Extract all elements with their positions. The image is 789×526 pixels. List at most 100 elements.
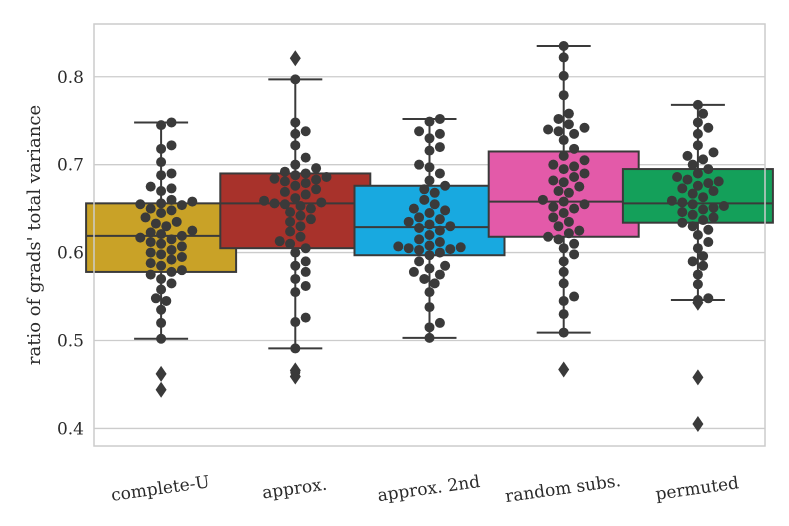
swarm-point: [434, 247, 445, 258]
swarm-point: [692, 269, 703, 280]
swarm-point: [300, 189, 311, 200]
swarm-point: [692, 279, 703, 290]
swarm-point: [692, 117, 703, 128]
swarm-point: [290, 317, 301, 328]
swarm-point: [403, 243, 414, 254]
swarm-point: [166, 140, 177, 151]
swarm-point: [434, 113, 445, 124]
swarm-point: [440, 180, 451, 191]
swarm-point: [156, 198, 167, 209]
swarm-point: [300, 178, 311, 189]
swarm-point: [563, 187, 574, 198]
swarm-point: [424, 133, 435, 144]
swarm-point: [166, 234, 177, 245]
swarm-point: [300, 256, 311, 267]
swarm-point: [156, 273, 167, 284]
swarm-point: [558, 135, 569, 146]
swarm-point: [171, 216, 182, 227]
x-tick-label: complete-U: [110, 472, 211, 506]
swarm-point: [285, 207, 296, 218]
swarm-point: [300, 280, 311, 291]
swarm-points: [135, 40, 729, 378]
boxplot-permuted: [621, 103, 774, 433]
swarm-point: [166, 168, 177, 179]
swarm-point: [145, 237, 156, 248]
swarm-point: [140, 212, 151, 223]
swarm-point: [558, 256, 569, 267]
swarm-point: [703, 178, 714, 189]
swarm-point: [692, 180, 703, 191]
swarm-point: [424, 116, 435, 127]
swarm-point: [156, 170, 167, 181]
swarm-point: [558, 243, 569, 254]
swarm-point: [558, 266, 569, 277]
swarm-point: [166, 254, 177, 265]
swarm-point: [424, 263, 435, 274]
swarm-point: [424, 250, 435, 261]
swarm-point: [558, 309, 569, 320]
swarm-point: [692, 128, 703, 139]
swarm-point: [558, 208, 569, 219]
swarm-point: [440, 260, 451, 271]
swarm-point: [548, 212, 559, 223]
swarm-point: [558, 70, 569, 81]
swarm-point: [290, 170, 301, 181]
swarm-point: [300, 243, 311, 254]
swarm-point: [553, 186, 564, 197]
swarm-point: [424, 208, 435, 219]
swarm-point: [300, 126, 311, 137]
outlier-marker: [558, 361, 570, 378]
swarm-point: [290, 367, 301, 378]
swarm-point: [300, 266, 311, 277]
swarm-point: [166, 117, 177, 128]
swarm-point: [677, 207, 688, 218]
swarm-point: [321, 171, 332, 182]
swarm-point: [290, 180, 301, 191]
swarm-point: [718, 200, 729, 211]
swarm-point: [708, 186, 719, 197]
swarm-point: [290, 128, 301, 139]
swarm-point: [692, 99, 703, 110]
swarm-point: [156, 333, 167, 344]
swarm-point: [703, 164, 714, 175]
swarm-point: [553, 221, 564, 232]
swarm-point: [176, 251, 187, 262]
swarm-point: [311, 163, 322, 174]
swarm-point: [316, 197, 327, 208]
swarm-point: [713, 176, 724, 187]
swarm-point: [300, 312, 311, 323]
swarm-point: [176, 230, 187, 241]
swarm-point: [290, 193, 301, 204]
swarm-point: [414, 159, 425, 170]
swarm-point: [569, 161, 580, 172]
swarm-point: [408, 266, 419, 277]
swarm-point: [285, 226, 296, 237]
swarm-point: [553, 126, 564, 137]
swarm-point: [161, 221, 172, 232]
swarm-point: [145, 269, 156, 280]
swarm-point: [543, 231, 554, 242]
swarm-point: [698, 260, 709, 271]
swarm-point: [305, 214, 316, 225]
x-tick-labels: complete-U approx. approx. 2nd random subs.…: [110, 471, 740, 507]
swarm-point: [279, 199, 290, 210]
swarm-point: [558, 52, 569, 63]
swarm-point: [569, 128, 580, 139]
swarm-point: [166, 266, 177, 277]
swarm-point: [434, 225, 445, 236]
swarm-point: [311, 174, 322, 185]
outlier-marker: [692, 416, 704, 433]
swarm-point: [424, 302, 435, 313]
swarm-point: [166, 244, 177, 255]
x-tick-label: approx.: [261, 475, 328, 504]
swarm-point: [166, 278, 177, 289]
swarm-point: [269, 173, 280, 184]
swarm-point: [166, 194, 177, 205]
plot-frame: [93, 23, 766, 447]
swarm-point: [150, 293, 161, 304]
swarm-point: [703, 224, 714, 235]
swarm-point: [424, 322, 435, 333]
swarm-point: [579, 155, 590, 166]
swarm-point: [558, 278, 569, 289]
swarm-point: [558, 327, 569, 338]
